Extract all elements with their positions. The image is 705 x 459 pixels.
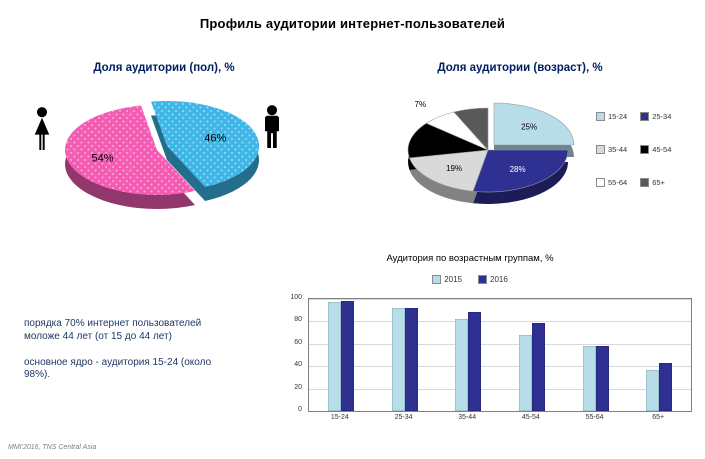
- legend-label: 45-54: [652, 145, 672, 154]
- legend-item-55-64: 55-64: [596, 178, 627, 187]
- legend-swatch-55-64: [596, 178, 605, 187]
- legend-swatch-2015: [432, 275, 442, 284]
- female-icon: [34, 107, 50, 150]
- legend-label: 2015: [444, 275, 462, 284]
- gridline-100: [309, 299, 691, 300]
- x-label-65+: 65+: [652, 414, 665, 421]
- bar-2015-55-64: [582, 346, 596, 411]
- x-label-25-34: 25-34: [394, 414, 413, 421]
- legend-item-45-54: 45-54: [640, 145, 671, 154]
- legend-label: 2016: [490, 275, 508, 284]
- x-label-35-44: 35-44: [458, 414, 477, 421]
- y-tick-0: 0: [298, 406, 302, 413]
- y-tick-80: 80: [294, 316, 302, 324]
- bar-chart: 0 20 40 60 80 100 15-24 25-34 35-44 45-54 55-64 65+: [282, 292, 696, 434]
- age-pie-slice-5: [453, 107, 489, 151]
- bar-2015-25-34: [391, 308, 405, 411]
- bar-chart-legend: 2015 2016: [255, 275, 685, 284]
- bar-chart-title: Аудитория по возрастным группам, %: [386, 253, 554, 264]
- gender-pie-label-0: 46%: [204, 133, 226, 145]
- gender-pie-label-1: 54%: [91, 152, 113, 164]
- age-pie-label-4: 7%: [415, 100, 427, 109]
- y-tick-60: 60: [294, 338, 302, 346]
- x-label-45-54: 45-54: [521, 414, 540, 421]
- bar-2015-35-44: [455, 319, 469, 411]
- legend-label: 25-34: [652, 112, 672, 121]
- notes-block: порядка 70% интернет пользователей молож…: [24, 318, 236, 395]
- x-label-55-64: 55-64: [585, 414, 604, 421]
- legend-swatch-35-44: [596, 145, 605, 154]
- bar-2016-55-64: [595, 346, 609, 411]
- y-tick-100: 100: [290, 294, 302, 301]
- male-icon: [265, 105, 279, 148]
- legend-item-35-44: 35-44: [596, 145, 627, 154]
- gridline-40: [309, 366, 691, 368]
- gender-chart-title: Доля аудитории (пол), %: [93, 62, 235, 74]
- page-title: Профиль аудитории интернет-пользователей: [199, 16, 506, 31]
- gender-pie-chart: 46% 54%: [65, 100, 260, 209]
- legend-item-65plus: 65+: [640, 178, 671, 187]
- legend-label: 65+: [652, 178, 665, 187]
- legend-item-2016: 2016: [478, 275, 508, 284]
- age-pie-slice-0: [493, 102, 575, 146]
- gender-pie-slice-0: [151, 100, 260, 187]
- legend-item-25-34: 25-34: [640, 112, 671, 121]
- legend-item-2015: 2015: [432, 275, 462, 284]
- age-pie-label-2: 19%: [446, 164, 462, 173]
- age-pie-chart: 25% 28% 19% 7%: [407, 100, 575, 205]
- gridline-60: [309, 343, 691, 345]
- age-chart-title: Доля аудитории (возраст), %: [437, 62, 603, 74]
- legend-swatch-15-24: [596, 112, 605, 121]
- legend-label: 35-44: [608, 145, 628, 154]
- x-label-15-24: 15-24: [330, 414, 349, 421]
- gridline-80: [309, 321, 691, 323]
- legend-item-15-24: 15-24: [596, 112, 627, 121]
- bar-2015-45-54: [518, 334, 532, 411]
- age-pie-label-1: 28%: [510, 165, 526, 174]
- y-tick-40: 40: [294, 361, 302, 369]
- bar-2016-45-54: [531, 322, 545, 411]
- gender-pie-slice-1: [65, 105, 196, 195]
- age-pie-slice-2: [409, 149, 489, 192]
- bar-2015-15-24: [327, 302, 341, 411]
- legend-swatch-25-34: [640, 112, 650, 121]
- legend-label: 15-24: [608, 112, 628, 121]
- age-pie-label-0: 25%: [521, 123, 537, 132]
- age-pie-legend: 15-24 25-34 35-44 45-54 55-64 65+: [596, 112, 671, 187]
- source-footer: MMI'2016, TNS Central Asia: [8, 444, 97, 451]
- bar-2016-35-44: [468, 312, 482, 411]
- y-tick-20: 20: [294, 383, 302, 391]
- bar-2015-65+: [646, 369, 660, 411]
- legend-swatch-45-54: [640, 145, 650, 154]
- age-pie-slice-3: [407, 122, 490, 159]
- legend-swatch-65plus: [640, 178, 650, 187]
- bar-2016-65+: [659, 362, 673, 411]
- legend-swatch-2016: [478, 275, 487, 284]
- bar-2016-25-34: [404, 308, 418, 411]
- age-pie-slice-1: [472, 149, 569, 193]
- note-paragraph-1: порядка 70% интернет пользователей молож…: [24, 318, 202, 342]
- bar-2016-15-24: [340, 301, 354, 411]
- bar-plot-area: [308, 298, 692, 412]
- note-paragraph-2: основное ядро - аудитория 15-24 (около 9…: [24, 356, 212, 381]
- gridline-20: [309, 388, 691, 390]
- legend-label: 55-64: [608, 178, 628, 187]
